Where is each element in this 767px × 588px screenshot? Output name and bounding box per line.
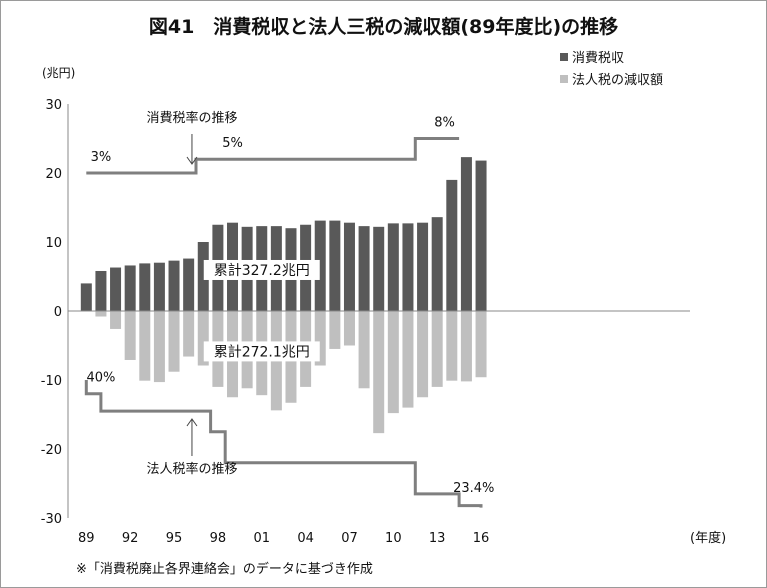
x-tick-label: 92	[122, 531, 139, 546]
consumption-tax-bar	[168, 260, 180, 311]
consumption-tax-bar	[373, 226, 385, 311]
corporate-tax-rate-line	[84, 380, 483, 508]
legend-swatch	[560, 75, 568, 83]
cumulative-label-bg	[203, 341, 320, 362]
consumption-tax-bar	[124, 265, 136, 311]
corporate-tax-reduction-bar	[110, 311, 122, 329]
consumption-tax-bar	[460, 157, 472, 311]
cumulative-label-bg	[203, 259, 320, 280]
corporate-tax-reduction-bar	[387, 311, 399, 414]
consumption-tax-bar	[139, 263, 151, 311]
consumption-tax-bar	[95, 270, 107, 311]
corporate-tax-reduction-bar	[139, 311, 151, 381]
corporate-tax-reduction-bar	[417, 311, 429, 398]
consumption-tax-bar	[402, 223, 414, 311]
consumption-tax-bar	[417, 222, 429, 311]
y-tick-label: -10	[41, 374, 62, 389]
x-tick-label: 04	[297, 531, 314, 546]
corporate-tax-reduction-bar	[314, 311, 326, 366]
x-tick-label: 13	[429, 531, 446, 546]
corporate-tax-reduction-bar	[153, 311, 165, 383]
consumption-tax-bar	[475, 160, 487, 311]
legend-label: 消費税収	[572, 51, 624, 66]
corporate-tax-reduction-bar	[197, 311, 209, 366]
consumption-tax-bar	[153, 262, 165, 311]
corporate-tax-reduction-bar	[168, 311, 180, 372]
x-tick-label: 98	[210, 531, 227, 546]
corporate-rate-arrowhead	[186, 418, 198, 427]
consumption-tax-bar	[431, 217, 443, 311]
corporate-tax-reduction-bar	[431, 311, 443, 387]
corporate-tax-reduction-bar	[402, 311, 414, 408]
y-tick-label: 30	[45, 98, 62, 113]
corporate-tax-reduction-bar	[373, 311, 385, 434]
consumption-tax-rate-line	[86, 137, 460, 175]
legend-swatch	[560, 53, 568, 61]
rate-annotation: 5%	[222, 136, 243, 151]
consumption-tax-bar	[80, 283, 92, 311]
consumption-rate-arrowhead	[186, 156, 198, 165]
rate-annotation: 3%	[91, 150, 112, 165]
corporate-tax-rate-label: 法人税率の推移	[146, 461, 237, 477]
footnote: ※「消費税廃止各界連絡会」のデータに基づき作成	[76, 562, 373, 577]
rate-annotation: 8%	[434, 115, 455, 130]
consumption-tax-rate-label: 消費税率の推移	[146, 110, 237, 126]
consumption-tax-bar	[387, 223, 399, 311]
consumption-tax-bar	[446, 179, 458, 311]
chart-title: 図41 消費税収と法人三税の減収額(89年度比)の推移	[148, 16, 619, 38]
corporate-tax-reduction-bar	[460, 311, 472, 382]
consumption-tax-bar	[343, 222, 355, 311]
corporate-tax-reduction-bar	[446, 311, 458, 381]
corporate-tax-reduction-bar	[343, 311, 355, 346]
corporate-tax-reduction-bar	[329, 311, 341, 349]
y-tick-label: -20	[41, 443, 62, 458]
y-axis-unit-label: (兆円)	[42, 66, 75, 80]
y-tick-label: 20	[45, 167, 62, 182]
x-tick-label: 89	[78, 531, 95, 546]
corporate-tax-reduction-bar	[183, 311, 195, 357]
consumption-tax-bar	[183, 258, 195, 311]
x-tick-label: 07	[341, 531, 358, 546]
legend-label: 法人税の減収額	[572, 72, 663, 88]
cumulative-label: 累計272.1兆円	[214, 344, 310, 360]
corporate-tax-reduction-bar	[475, 311, 487, 378]
cumulative-label: 累計327.2兆円	[214, 263, 310, 279]
x-tick-label: 10	[385, 531, 402, 546]
y-tick-label: 10	[45, 236, 62, 251]
rate-annotation: 23.4%	[453, 481, 494, 496]
consumption-tax-bar	[358, 226, 370, 311]
consumption-tax-bar	[110, 267, 122, 311]
x-tick-label: 95	[166, 531, 183, 546]
consumption-tax-bar	[197, 242, 209, 311]
rate-annotation: 40%	[86, 371, 115, 386]
x-tick-label: 01	[253, 531, 270, 546]
y-tick-label: -30	[41, 512, 62, 527]
x-axis-unit-label: (年度)	[690, 530, 726, 546]
x-tick-label: 16	[473, 531, 490, 546]
corporate-tax-reduction-bar	[95, 311, 107, 317]
consumption-tax-bar	[329, 220, 341, 311]
corporate-tax-reduction-bar	[124, 311, 136, 360]
corporate-tax-reduction-bar	[358, 311, 370, 389]
consumption-tax-bar	[314, 220, 326, 311]
y-tick-label: 0	[54, 305, 62, 320]
